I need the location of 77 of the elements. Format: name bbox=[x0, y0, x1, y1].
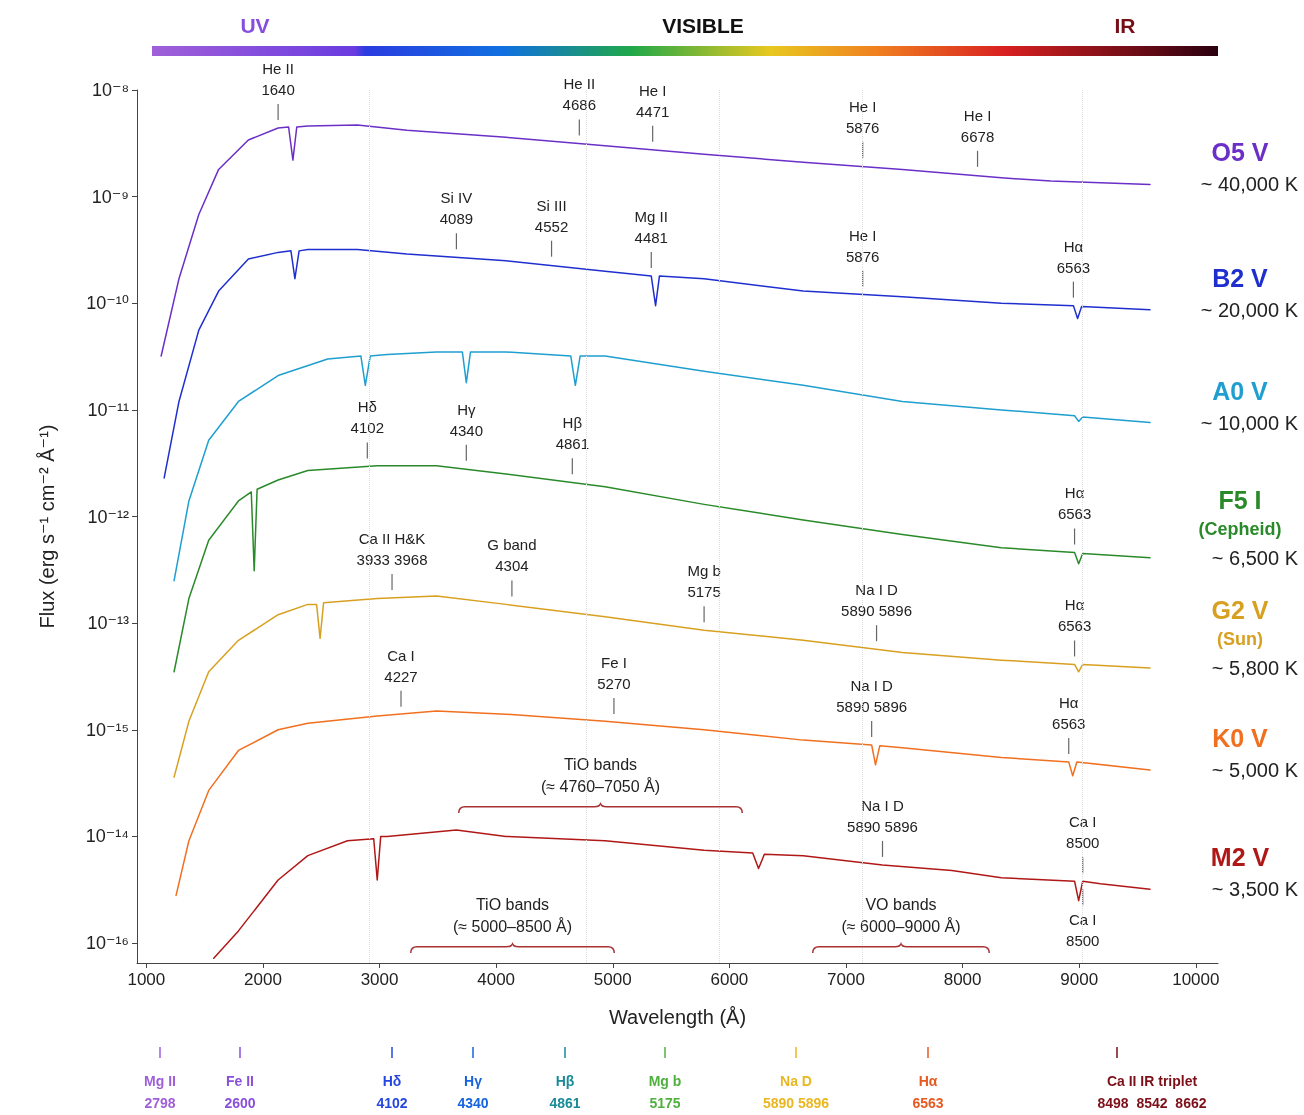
line-series bbox=[173, 595, 1151, 778]
annotation: Hδ 4102 bbox=[350, 398, 384, 437]
annotation: Ca I 8500 bbox=[1066, 813, 1100, 852]
x-tick-label: 5000 bbox=[593, 970, 632, 989]
annotation: Na I D 5890 5896 bbox=[841, 581, 913, 620]
annotation: He II 1640 bbox=[261, 60, 295, 99]
annotation: Mg II 4481 bbox=[634, 208, 668, 247]
annotation: ~ 6,500 K bbox=[1211, 546, 1299, 569]
annotation: Si III 4552 bbox=[534, 196, 569, 235]
annotation: He I 5876 bbox=[845, 226, 880, 265]
x-tick-label: 1000 bbox=[127, 970, 166, 989]
annotation: He II 4686 bbox=[562, 75, 596, 114]
text: Hβ 4861 bbox=[549, 1073, 581, 1111]
annotation: Ca II H&K 3933 3968 bbox=[356, 530, 428, 569]
annotation: He I 4471 bbox=[635, 81, 670, 120]
text: G2 V (Sun) bbox=[1211, 595, 1269, 649]
annotation: Si IV 4089 bbox=[439, 189, 474, 228]
text: Fe II 2600 bbox=[224, 1073, 256, 1111]
annotation: ~ 5,800 K bbox=[1211, 656, 1299, 679]
text: UV bbox=[240, 13, 270, 37]
annotation: TiO bands (≈ 4760–7050 Å) bbox=[540, 755, 661, 795]
text: Hδ 4102 bbox=[376, 1073, 408, 1111]
annotation: ~ 20,000 K bbox=[1200, 298, 1299, 321]
annotation: ~ 10,000 K bbox=[1200, 411, 1299, 434]
text: A0 V bbox=[1212, 376, 1269, 405]
text: O5 V bbox=[1211, 138, 1269, 167]
x-tick-label: 7000 bbox=[827, 970, 865, 989]
text: VISIBLE bbox=[662, 13, 744, 37]
x-tick-label: 2000 bbox=[244, 970, 282, 989]
y-tick-label: 10⁻¹² bbox=[87, 506, 129, 527]
y-tick-label: 10⁻¹⁴ bbox=[85, 826, 129, 847]
line-series bbox=[160, 124, 1151, 357]
text: Na D 5890 5896 bbox=[762, 1073, 830, 1111]
text: Hγ 4340 bbox=[457, 1073, 489, 1111]
text: Hα 6563 bbox=[912, 1073, 944, 1111]
annotation: ~ 40,000 K bbox=[1200, 173, 1299, 196]
y-tick-label: 10⁻¹⁶ bbox=[86, 933, 129, 954]
y-tick-label: 10⁻¹³ bbox=[87, 613, 129, 634]
x-tick-label: 10000 bbox=[1172, 970, 1220, 989]
annotation: ~ 5,000 K bbox=[1211, 758, 1299, 781]
y-tick-label: 10⁻¹⁰ bbox=[86, 293, 129, 314]
x-tick-label: 6000 bbox=[710, 970, 749, 989]
y-tick-label: 10⁻¹⁵ bbox=[86, 719, 129, 740]
x-tick-label: 8000 bbox=[943, 970, 982, 989]
annotation: Hα 6563 bbox=[1052, 693, 1086, 732]
annotation: ~ 3,500 K bbox=[1211, 878, 1299, 901]
annotation: Hβ 4861 bbox=[555, 414, 589, 453]
y-tick-label: 10⁻⁹ bbox=[91, 186, 129, 207]
y-axis-title: Flux (erg s⁻¹ cm⁻² Å⁻¹) bbox=[36, 424, 58, 629]
y-tick-label: 10⁻⁸ bbox=[91, 80, 129, 100]
text: Mg II 2798 bbox=[144, 1073, 176, 1111]
annotation: Fe I 5270 bbox=[597, 654, 631, 693]
text: F5 I (Cepheid) bbox=[1198, 485, 1282, 539]
y-tick-label: 10⁻¹¹ bbox=[87, 399, 129, 420]
text: K0 V bbox=[1212, 723, 1269, 752]
annotation: Na I D 5890 5896 bbox=[836, 677, 908, 715]
x-tick-label: 4000 bbox=[477, 970, 516, 989]
x-axis-title: Wavelength (Å) bbox=[608, 1006, 747, 1028]
x-tick-label: 3000 bbox=[360, 970, 399, 989]
line-series bbox=[173, 464, 1151, 673]
annotation: TiO bands (≈ 5000–8500 Å) bbox=[452, 895, 573, 935]
text: Ca II IR triplet 8498 8542 8662 bbox=[1097, 1073, 1207, 1111]
annotation: Ca I 8500 bbox=[1066, 911, 1100, 950]
line-series bbox=[173, 351, 1151, 582]
annotation: Hα 6563 bbox=[1056, 237, 1091, 276]
annotation: Hγ 4340 bbox=[449, 400, 483, 439]
annotation: Ca I 4227 bbox=[384, 646, 418, 685]
line-series bbox=[175, 710, 1151, 897]
annotation: He I 5876 bbox=[845, 97, 880, 136]
x-tick-label: 9000 bbox=[1060, 970, 1099, 989]
annotation: VO bands (≈ 6000–9000 Å) bbox=[841, 895, 961, 935]
annotation: G band 4304 bbox=[487, 536, 537, 575]
text: B2 V bbox=[1212, 263, 1269, 292]
text: IR bbox=[1114, 13, 1136, 37]
text: M2 V bbox=[1210, 843, 1270, 872]
text: Mg b 5175 bbox=[648, 1073, 682, 1111]
annotation: He I 6678 bbox=[960, 106, 995, 145]
